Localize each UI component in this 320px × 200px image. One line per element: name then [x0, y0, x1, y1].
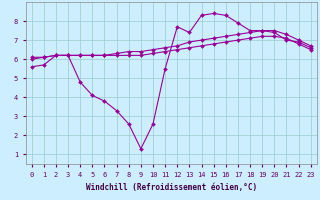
X-axis label: Windchill (Refroidissement éolien,°C): Windchill (Refroidissement éolien,°C): [86, 183, 257, 192]
